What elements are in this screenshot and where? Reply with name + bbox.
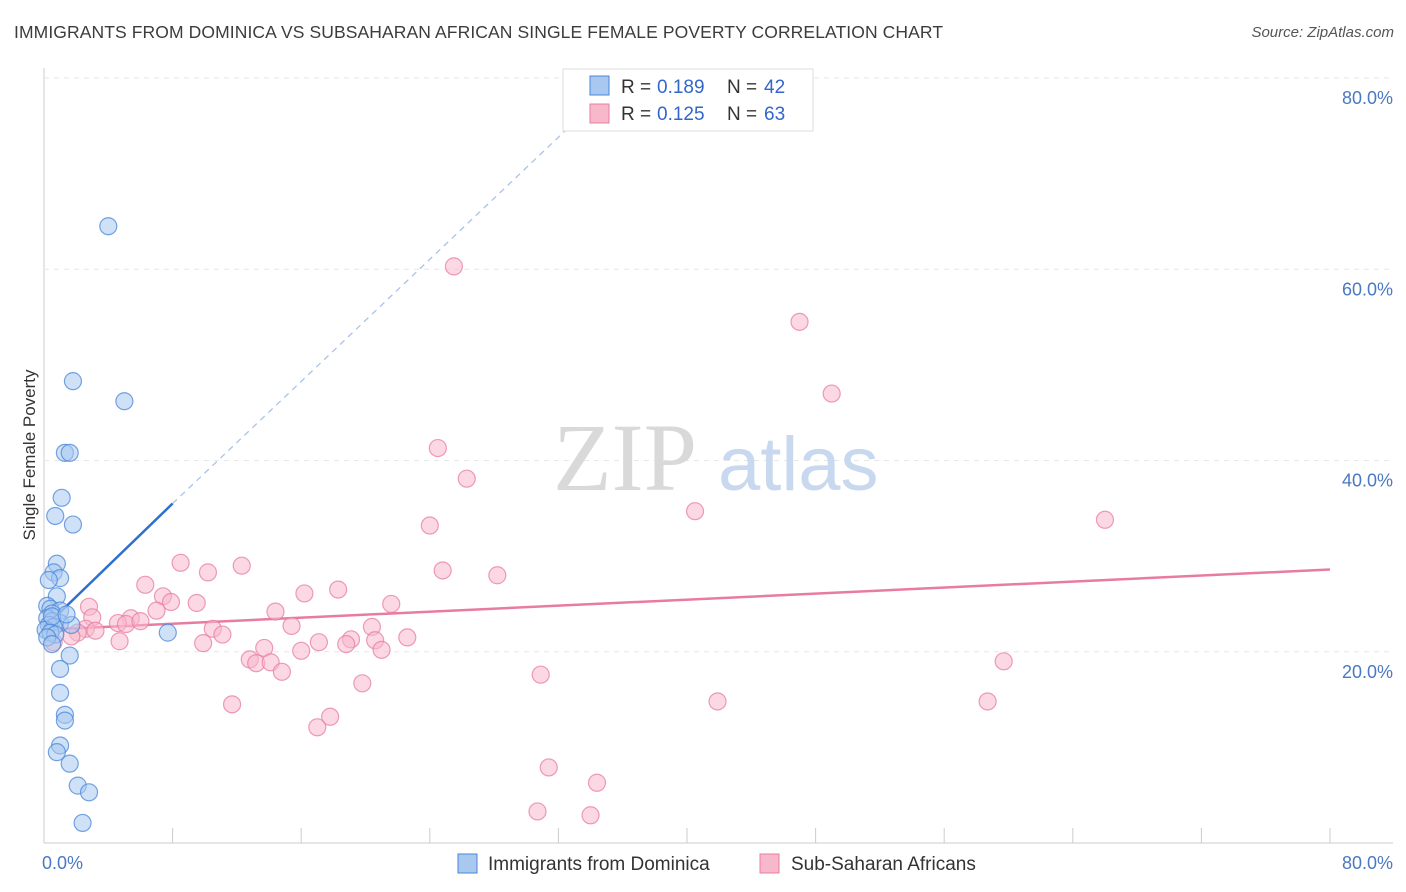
point-subsaharan [790,312,809,331]
point-subsaharan [136,575,155,594]
point-dominica [46,506,65,526]
point-subsaharan [321,707,340,726]
point-subsaharan [110,632,129,651]
y-tick-label: 40.0% [1342,471,1393,491]
point-dominica [50,659,70,679]
point-subsaharan [398,628,417,647]
watermark-zip: ZIP [553,404,697,511]
bottom-legend-swatch-dominica [457,853,478,874]
point-dominica [52,488,71,507]
point-subsaharan [978,692,997,711]
legend-n-value-dominica: 42 [764,77,785,98]
point-subsaharan [222,695,242,714]
bottom-legend: Immigrants from Dominica Sub-Saharan Afr… [457,853,976,875]
watermark: ZIP atlas [553,404,879,511]
point-subsaharan [131,612,150,631]
trend-subsaharan [43,568,1331,632]
point-dominica [47,743,66,762]
point-subsaharan [194,634,213,653]
legend-n-label-dominica: N = [727,77,762,98]
point-dominica [115,392,134,411]
point-subsaharan [587,773,607,792]
point-subsaharan [420,516,439,535]
point-subsaharan [309,633,328,652]
legend-r-value-dominica: 0.189 [657,77,705,98]
y-axis-ticks: 20.0% 40.0% 60.0% 80.0% [1342,88,1393,682]
point-subsaharan [295,584,314,603]
point-subsaharan [994,652,1013,671]
x-axis [43,828,1393,844]
point-dominica [50,683,70,702]
point-subsaharan [329,580,348,599]
point-dominica [63,372,83,391]
point-subsaharan [444,257,464,276]
point-subsaharan [372,640,391,659]
point-subsaharan [1095,510,1115,529]
point-dominica [99,217,118,236]
point-subsaharan [308,718,327,737]
point-subsaharan [428,438,447,458]
point-subsaharan [685,502,705,521]
point-dominica [63,515,83,534]
point-subsaharan [708,692,727,711]
point-subsaharan [171,553,190,572]
legend-swatch-dominica [589,75,610,96]
data-points [36,217,1115,833]
point-subsaharan [433,561,452,580]
x-tick-label-max: 80.0% [1342,853,1393,873]
legend-n-label-subsaharan: N = [727,104,762,125]
bottom-legend-label-subsaharan: Sub-Saharan Africans [791,854,976,875]
chart-title: IMMIGRANTS FROM DOMINICA VS SUBSAHARAN A… [14,22,944,42]
point-subsaharan [282,616,301,636]
y-tick-label: 20.0% [1342,662,1393,682]
point-dominica [60,754,79,773]
point-dominica [73,813,92,833]
point-subsaharan [822,384,841,403]
legend-r-label-subsaharan: R = [621,104,656,125]
x-tick-label-min: 0.0% [42,853,83,873]
point-dominica [42,634,62,654]
point-dominica [39,570,58,590]
bottom-legend-swatch-subsaharan [759,853,780,874]
trend-lines [43,106,1331,632]
point-subsaharan [161,592,181,612]
point-subsaharan [232,556,251,575]
point-subsaharan [539,758,558,777]
point-dominica [158,623,177,642]
point-subsaharan [531,665,550,684]
point-subsaharan [272,662,292,681]
bottom-legend-label-dominica: Immigrants from Dominica [488,854,710,875]
point-subsaharan [488,566,507,585]
trend-dominica-extension [172,106,591,505]
point-dominica [55,711,74,730]
point-subsaharan [213,625,232,644]
point-dominica [60,443,79,462]
point-dominica [57,605,76,624]
legend-r-label-dominica: R = [621,77,656,98]
point-dominica [60,646,79,665]
y-tick-label: 60.0% [1342,279,1393,299]
point-subsaharan [337,634,356,654]
point-subsaharan [581,806,600,825]
point-subsaharan [457,469,476,488]
point-subsaharan [147,601,166,620]
y-axis-label: Single Female Poverty [20,369,39,541]
point-subsaharan [382,594,401,614]
point-subsaharan [292,641,311,660]
point-subsaharan [528,802,547,821]
point-subsaharan [187,593,206,613]
legend-swatch-subsaharan [589,103,610,124]
point-dominica [79,783,99,802]
point-subsaharan [86,621,105,640]
point-subsaharan [266,602,285,621]
point-subsaharan [353,674,372,693]
watermark-atlas: atlas [718,422,879,507]
legend-r-value-subsaharan: 0.125 [657,104,705,125]
source-credit: Source: ZipAtlas.com [1251,24,1394,41]
legend-n-value-subsaharan: 63 [764,104,785,125]
y-tick-label: 80.0% [1342,88,1393,108]
legend-box: R = 0.189 N = 42 R = 0.125 N = 63 [562,68,814,132]
point-subsaharan [198,563,218,582]
